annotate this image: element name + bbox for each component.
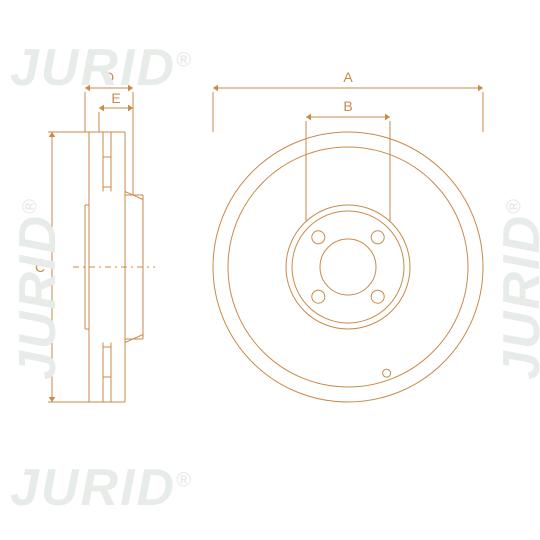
diagram-canvas: JURID® JURID® JURID® JURID® ABCDE: [0, 0, 540, 540]
technical-drawing: AB C DE: [0, 0, 540, 540]
svg-text:E: E: [111, 90, 120, 106]
svg-text:A: A: [343, 69, 353, 85]
svg-text:D: D: [104, 69, 114, 85]
svg-text:C: C: [35, 259, 45, 275]
svg-text:B: B: [343, 98, 352, 114]
